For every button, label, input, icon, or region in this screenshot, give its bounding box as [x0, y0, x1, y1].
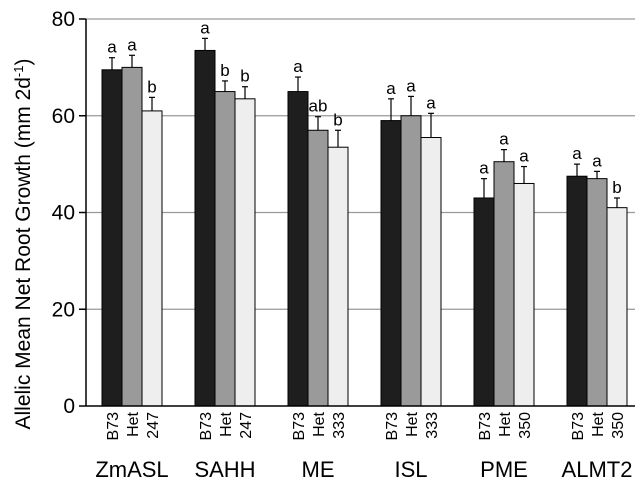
significance-label: a	[406, 76, 416, 95]
bars	[101, 37, 628, 407]
bar	[141, 110, 163, 407]
group-label: ME	[302, 457, 335, 482]
y-axis-title-tail: )	[12, 58, 35, 65]
bar	[234, 98, 256, 407]
bar	[121, 66, 143, 407]
bar	[214, 91, 236, 407]
bar-category-label: 247	[238, 412, 255, 439]
bar	[606, 207, 628, 407]
bar-category-label: B73	[291, 412, 308, 441]
significance-label: a	[499, 130, 509, 149]
y-axis-title-superscript: -1	[11, 65, 26, 77]
bar-category-label: Het	[497, 411, 514, 436]
bar	[307, 129, 329, 407]
significance-label: a	[127, 35, 137, 54]
significance-label: b	[612, 178, 621, 197]
bar-category-label: Het	[218, 411, 235, 436]
significance-label: a	[386, 79, 396, 98]
significance-label: b	[147, 77, 156, 96]
significance-label: ab	[309, 97, 328, 116]
bar-category-label: Het	[125, 411, 142, 436]
y-axis-title-main: Allelic Mean Net Root Growth (mm 2d	[12, 77, 35, 429]
group-label: ALMT2	[562, 457, 633, 482]
axes	[79, 18, 635, 407]
bar	[473, 197, 495, 407]
bar-category-label: B73	[384, 412, 401, 441]
bar-category-label: Het	[590, 411, 607, 436]
significance-label: a	[592, 151, 602, 170]
labels: 0 20 40 60 80 a B73 a Het b 247 ZmASL a B73 b Het b 247 SA…	[52, 8, 633, 482]
significance-label: a	[426, 93, 436, 112]
bar	[287, 91, 309, 407]
bar-category-label: Het	[404, 411, 421, 436]
significance-label: a	[107, 38, 117, 57]
bar	[194, 49, 216, 407]
y-axis-title: Allelic Mean Net Root Growth (mm 2d-1)	[11, 58, 36, 429]
significance-label: a	[200, 18, 210, 37]
group-label: PME	[480, 457, 528, 482]
bar	[566, 175, 588, 407]
bar-category-label: Het	[311, 411, 328, 436]
significance-label: a	[519, 147, 529, 166]
bar	[400, 115, 422, 407]
y-tick-label: 40	[52, 202, 75, 225]
y-tick-label: 0	[63, 395, 75, 418]
bar	[586, 178, 608, 407]
significance-label: a	[479, 159, 489, 178]
bar-category-label: B73	[105, 412, 122, 441]
significance-label: b	[240, 67, 249, 86]
y-tick-label: 60	[52, 105, 75, 128]
significance-label: b	[220, 61, 229, 80]
bar-category-label: 350	[610, 412, 627, 439]
bar	[420, 137, 442, 407]
bar	[101, 69, 123, 407]
y-tick-label: 80	[52, 8, 75, 31]
bar-category-label: 350	[517, 412, 534, 439]
significance-label: a	[293, 57, 303, 76]
bar	[380, 120, 402, 407]
gridlines	[86, 18, 635, 310]
bar	[327, 146, 349, 407]
bar	[513, 182, 535, 407]
bar-category-label: B73	[570, 412, 587, 441]
group-label: SAHH	[194, 457, 255, 482]
y-tick-label: 20	[52, 298, 75, 321]
bar-category-label: B73	[477, 412, 494, 441]
group-label: ZmASL	[95, 457, 168, 482]
bar-category-label: B73	[198, 412, 215, 441]
group-label: ISL	[394, 457, 427, 482]
bar-category-label: 333	[424, 412, 441, 439]
bar	[493, 161, 515, 407]
significance-label: a	[572, 144, 582, 163]
bar-category-label: 247	[145, 412, 162, 439]
significance-label: b	[333, 110, 342, 129]
bar-category-label: 333	[331, 412, 348, 439]
